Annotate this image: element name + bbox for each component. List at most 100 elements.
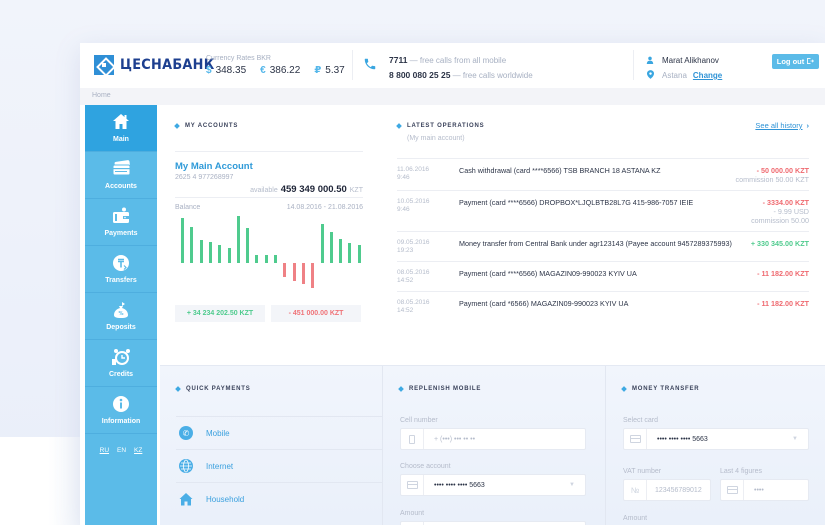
cell-number-input[interactable]: + (•••) ••• •• •• [400, 428, 586, 450]
phone-worldwide[interactable]: 8 800 080 25 25 — free calls worldwide [389, 70, 533, 80]
language-switcher: RU EN KZ [85, 447, 157, 454]
mobile-device-icon [401, 429, 424, 449]
transfer-amount-label: Amount [623, 515, 648, 522]
alarm-clock-coins-icon [112, 348, 130, 366]
chart-bar [320, 224, 324, 263]
dollar-icon: $ [206, 65, 212, 76]
divider [175, 151, 363, 152]
chart-bar [348, 243, 352, 263]
operation-sub-amount: - 9.99 USD [773, 207, 809, 216]
divider [633, 50, 634, 80]
phone-icon [363, 57, 377, 71]
globe-icon [179, 459, 193, 473]
operation-row[interactable]: 10.05.2016 9:46 Payment (card ****6566) DR… [397, 190, 809, 231]
diamond-bullet-icon [621, 386, 627, 392]
quick-payment-household[interactable]: Household [176, 482, 382, 515]
balance-totals: + 34 234 202.50 KZT - 451 000.00 KZT [175, 305, 363, 322]
divider [352, 50, 353, 80]
card-select[interactable]: •••• •••• •••• 5663 ▼ [623, 428, 809, 450]
support-phones: 7711 — free calls from all mobile 8 800 … [389, 55, 533, 80]
info-icon [112, 395, 130, 413]
sidebar-item-accounts[interactable]: Accounts [85, 152, 157, 199]
house-icon [179, 492, 193, 506]
last-4-figures-label: Last 4 figures [720, 468, 763, 475]
lang-kz[interactable]: KZ [134, 447, 143, 454]
header: ЦЕСНАБАНК Currency Rates BKR $348.35 €38… [80, 43, 825, 88]
chart-bar [199, 240, 203, 263]
chevron-down-icon: ▼ [792, 436, 798, 442]
lang-en[interactable]: EN [117, 447, 127, 454]
operation-row[interactable]: 08.05.2016 14:52 Payment (card *6566) MAGA… [397, 291, 809, 321]
chart-bar [218, 245, 222, 263]
operations-title: LATEST OPERATIONS [396, 123, 809, 129]
operation-sub-amount: commission 50.00 [751, 216, 809, 225]
diamond-bullet-icon [175, 386, 181, 392]
euro-icon: € [260, 65, 266, 76]
chart-bar [283, 263, 287, 277]
sidebar-item-payments[interactable]: Payments [85, 199, 157, 246]
change-city-link[interactable]: Change [692, 71, 723, 80]
chart-bar [329, 232, 333, 263]
chart-bar [190, 227, 194, 263]
see-all-history-link[interactable]: See all history › [755, 121, 809, 130]
amount-input[interactable] [400, 521, 586, 525]
sidebar-item-main[interactable]: Main [85, 105, 157, 152]
operation-amount: - 50 000.00 KZT commission 50.00 KZT [735, 166, 810, 184]
sidebar-item-credits[interactable]: Credits [85, 340, 157, 387]
chart-bar [227, 248, 231, 263]
phone-bubble-icon: ✆ [179, 426, 193, 440]
chart-bar [311, 263, 315, 288]
operation-date: 09.05.2016 19:23 [397, 239, 430, 254]
choose-account-label: Choose account [400, 463, 451, 470]
operation-amount: + 330 345.00 KZT [750, 239, 809, 248]
chart-bar [264, 255, 268, 263]
chart-bar [236, 216, 240, 263]
operation-row[interactable]: 09.05.2016 19:23 Money transfer from Centr… [397, 231, 809, 261]
chart-bar [357, 245, 361, 263]
chart-bar [339, 239, 343, 263]
vat-number-label: VAT number [623, 468, 662, 475]
wallet-icon [112, 207, 130, 225]
chart-bar [301, 263, 305, 284]
operation-sub-amount: commission 50.00 KZT [735, 175, 810, 184]
ruble-icon: ₽ [314, 65, 322, 76]
replenish-mobile-panel: REPLENISH MOBILE Cell number + (•••) •••… [382, 366, 605, 525]
chart-bar [246, 228, 250, 263]
card-icon [401, 475, 424, 495]
cell-number-label: Cell number [400, 417, 438, 424]
lang-ru[interactable]: RU [99, 447, 110, 454]
sidebar-item-information[interactable]: Information [85, 387, 157, 434]
bank-logo[interactable]: ЦЕСНАБАНК [94, 55, 223, 75]
money-transfer-title: MONEY TRANSFER [621, 386, 699, 392]
account-name[interactable]: My Main Account [175, 161, 253, 172]
expense-total: - 451 000.00 KZT [271, 305, 361, 322]
operation-description: Payment (card *6566) MAGAZIN09-990023 KY… [459, 299, 629, 308]
card-icon [721, 480, 744, 500]
operation-row[interactable]: 08.05.2016 14:52 Payment (card ****6566) M… [397, 261, 809, 291]
operation-amount: - 11 182.00 KZT [757, 299, 809, 308]
cards-icon [112, 160, 131, 178]
money-bag-icon: % [112, 301, 130, 319]
divider [175, 197, 363, 198]
replenish-mobile-title: REPLENISH MOBILE [398, 386, 481, 392]
logout-button[interactable]: Log out [772, 54, 819, 69]
last-4-figures-input[interactable]: •••• [720, 479, 809, 501]
currency-rates: Currency Rates BKR $348.35 €386.22 ₽5.37 [206, 55, 345, 76]
operation-date: 11.06.2016 9:46 [397, 166, 430, 181]
operation-description: Payment (card ****6566) MAGAZIN09-990023… [459, 269, 637, 278]
chevron-down-icon: ▼ [569, 482, 575, 488]
operation-row[interactable]: 11.06.2016 9:46 Cash withdrawal (card ****… [397, 158, 809, 190]
sidebar-item-deposits[interactable]: % Deposits [85, 293, 157, 340]
vat-number-input[interactable]: № 123456789012 [623, 479, 711, 501]
account-select[interactable]: •••• •••• •••• 5663 ▼ [400, 474, 586, 496]
sidebar-item-transfers[interactable]: Transfers [85, 246, 157, 293]
phone-mobile[interactable]: 7711 — free calls from all mobile [389, 55, 507, 65]
diamond-bullet-icon [398, 386, 404, 392]
quick-payment-mobile[interactable]: ✆ Mobile [176, 416, 382, 449]
account-number: 2625 4 977268997 [175, 174, 234, 181]
quick-payment-internet[interactable]: Internet [176, 449, 382, 482]
select-card-label: Select card [623, 417, 659, 424]
card-icon [624, 429, 647, 449]
quick-actions-section: QUICK PAYMENTS ✆ Mobile Internet Househo… [160, 365, 825, 525]
breadcrumb-home[interactable]: Home [92, 92, 111, 99]
